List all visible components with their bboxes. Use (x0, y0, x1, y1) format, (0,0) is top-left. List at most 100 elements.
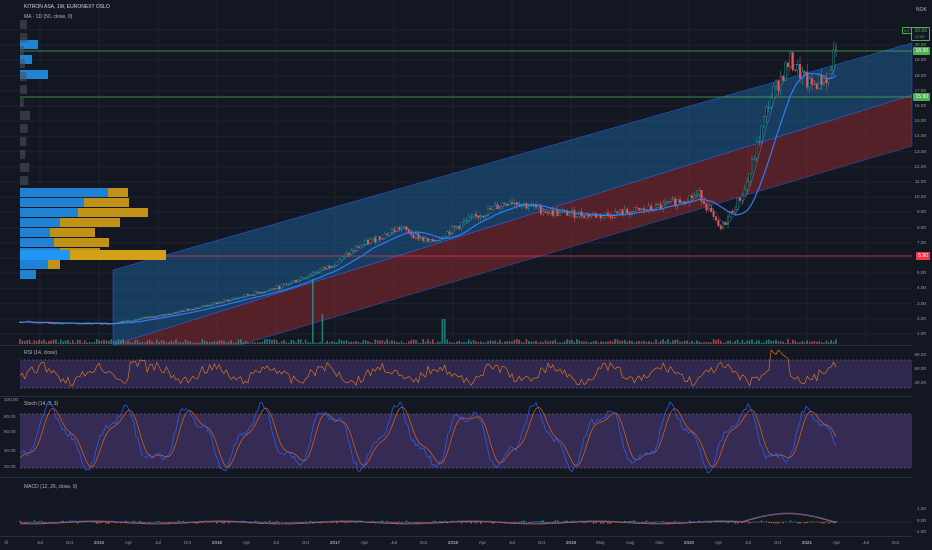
candle-body (271, 288, 274, 290)
volume-bar (441, 319, 444, 344)
macd-histogram-bar (124, 520, 127, 523)
candle-body (335, 261, 338, 266)
macd-histogram-bar (619, 521, 621, 523)
pane-separator[interactable] (0, 477, 912, 478)
candle-body (194, 307, 197, 310)
volume-bar (374, 339, 376, 344)
volume-bar (206, 341, 208, 344)
volume-bar (420, 342, 422, 344)
macd-tick-neg1: -1.00 (915, 529, 926, 534)
volume-bar (199, 342, 201, 344)
price-tick: 16.00 (914, 103, 927, 108)
stoch-label[interactable]: Stoch (14, 3, 3) (24, 401, 59, 407)
volume-bar (722, 342, 724, 344)
macd-histogram-bar (144, 522, 146, 523)
volume-bar (84, 340, 86, 344)
macd-histogram-bar (616, 521, 619, 523)
candle-body (446, 231, 449, 237)
candle-body (417, 233, 420, 240)
volume-bar (319, 342, 321, 344)
settings-gear-icon[interactable]: ⚙ (4, 540, 9, 546)
time-axis-label: 2018 (447, 540, 459, 545)
volume-bar (72, 340, 74, 344)
volume-bar (484, 342, 487, 344)
stoch-chart[interactable] (0, 397, 932, 477)
volume-bar (679, 341, 681, 344)
volume-bar (487, 341, 489, 344)
macd-histogram-bar (746, 521, 748, 523)
volume-bar (388, 341, 391, 344)
volume-bar (168, 341, 170, 344)
macd-histogram-bar (592, 522, 595, 524)
volume-bar (124, 342, 127, 344)
price-tick: 15.00 (914, 118, 927, 124)
candle-body (369, 239, 372, 245)
pane-separator[interactable] (0, 396, 912, 397)
volume-bar (640, 341, 643, 344)
macd-histogram-bar (765, 521, 768, 523)
price-chart[interactable] (0, 0, 932, 345)
volume-bar (381, 340, 384, 344)
candle-body (743, 189, 746, 197)
volume-bar (633, 342, 636, 344)
candle-body (544, 211, 547, 213)
time-axis-label: Apr (242, 540, 251, 545)
volume-bar (816, 341, 818, 344)
macd-chart[interactable] (0, 478, 932, 536)
macd-histogram-bar (590, 521, 592, 523)
macd-histogram-bar (381, 520, 384, 523)
volume-bar (427, 339, 429, 344)
time-axis-label: 2017 (329, 540, 341, 545)
volume-bar (141, 341, 144, 344)
macd-histogram-bar (331, 522, 333, 523)
candle-body (703, 201, 706, 204)
macd-histogram-bar (554, 520, 556, 523)
volume-bar (369, 341, 372, 344)
macd-histogram-bar (756, 522, 758, 523)
rsi-chart[interactable] (0, 346, 932, 396)
candle-body (275, 285, 278, 290)
macd-histogram-bar (424, 522, 427, 523)
rsi-label[interactable]: RSI (14, close) (24, 350, 58, 356)
volume-bar (249, 342, 252, 344)
volume-bar (674, 339, 676, 344)
volume-profile-bar (50, 228, 95, 237)
volume-bar (775, 339, 777, 344)
volume-bar (727, 340, 729, 344)
volume-bar (26, 340, 28, 344)
volume-bar (477, 342, 480, 344)
volume-bar (345, 340, 348, 344)
price-pane[interactable]: KITRON ASA, 1W, EURONEXT OSLO MA · 1D (5… (0, 0, 932, 345)
pane-separator[interactable] (0, 345, 912, 346)
volume-bar (48, 341, 50, 344)
candle-body (491, 206, 494, 210)
volume-bar (264, 339, 266, 344)
macd-label[interactable]: MACD (12, 26, close, 9) (24, 484, 78, 490)
volume-bar (244, 340, 247, 344)
candle-body (806, 71, 809, 88)
candle-body (246, 294, 249, 296)
candle-body (410, 232, 413, 235)
stoch-pane[interactable]: Stoch (14, 3, 3) 100.00 80.00 60.00 40.0… (0, 397, 932, 477)
macd-histogram-bar (556, 520, 559, 523)
rsi-pane[interactable]: RSI (14, close) 80.00 60.00 40.00 (0, 346, 932, 396)
volume-bar (153, 342, 156, 344)
time-axis-label: Oct (183, 540, 192, 545)
ma-indicator-label[interactable]: MA · 1D (50, close, 0) (24, 14, 73, 20)
candle-body (626, 208, 629, 214)
macd-histogram-bar (609, 522, 612, 524)
candle-body (698, 190, 701, 195)
volume-bar (338, 339, 340, 344)
macd-histogram-bar (808, 521, 811, 523)
candle-body (424, 238, 427, 241)
macd-histogram-bar (336, 522, 338, 524)
volume-bar (112, 340, 115, 344)
volume-bar (528, 341, 530, 344)
macd-histogram-bar (100, 522, 103, 524)
macd-histogram-bar (360, 520, 362, 523)
volume-bar (792, 339, 794, 344)
macd-histogram-bar (566, 520, 568, 523)
volume-profile-bar (48, 260, 60, 269)
price-tick: 12.00 (914, 163, 927, 169)
macd-pane[interactable]: MACD (12, 26, close, 9) 1.00 0.00 -1.00 (0, 478, 932, 536)
